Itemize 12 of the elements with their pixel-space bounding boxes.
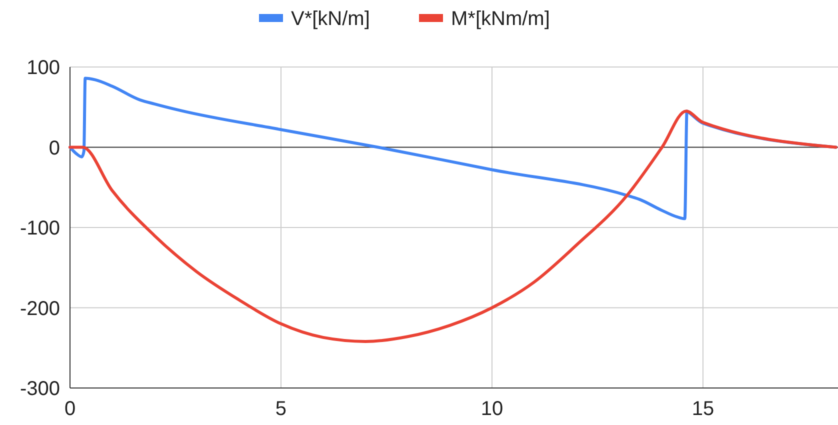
x-tick-label: 5 (275, 398, 287, 420)
x-tick-label: 0 (64, 398, 76, 420)
y-tick-label: 100 (26, 57, 60, 79)
x-tick-label: 10 (480, 398, 504, 420)
y-tick-label: 0 (48, 137, 60, 160)
y-tick-label: -100 (20, 218, 60, 240)
x-tick-label: 15 (692, 398, 714, 420)
legend-label: M*[kNm/m] (451, 8, 550, 30)
y-tick-label: -200 (20, 298, 60, 320)
y-tick-label: -300 (20, 378, 60, 400)
line-series (68, 110, 838, 343)
legend-label: V*[kN/m] (291, 8, 370, 30)
